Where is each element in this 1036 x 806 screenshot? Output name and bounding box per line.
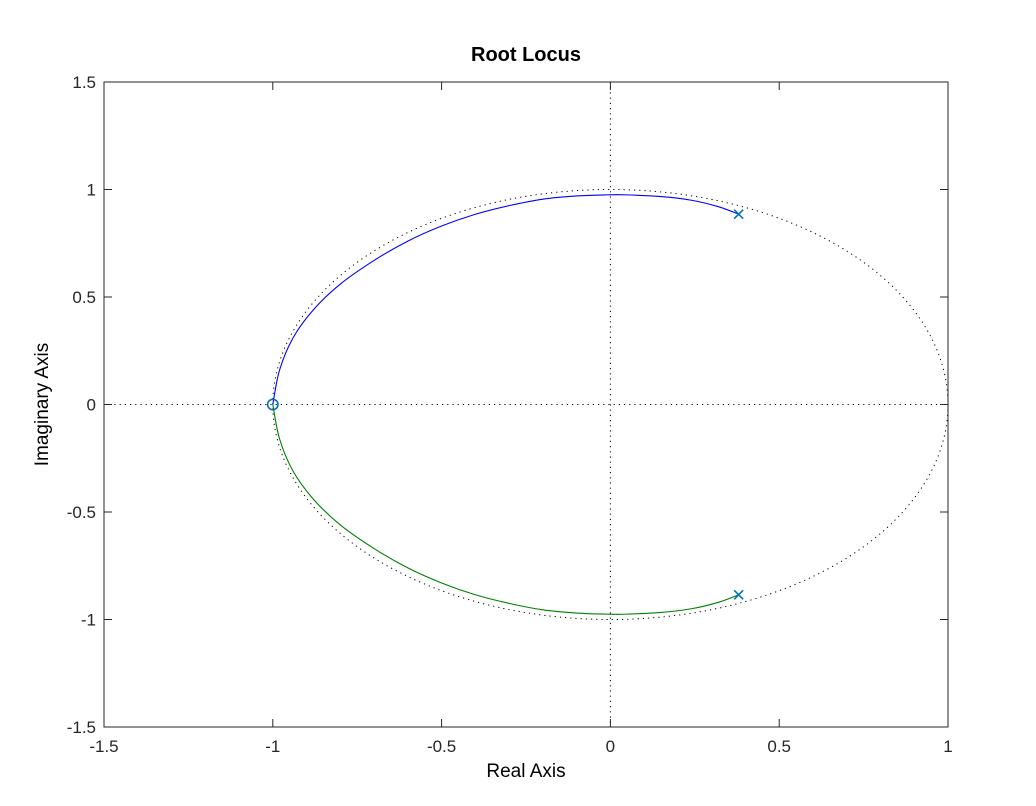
- pole-marker-stroke: [733, 209, 744, 220]
- x-tick-label: -1.5: [89, 737, 118, 756]
- locus-branch-lower: [272, 404, 739, 615]
- x-tick-label: 1: [943, 737, 952, 756]
- y-tick-label: 1: [87, 181, 96, 200]
- x-axis-label: Real Axis: [486, 761, 565, 782]
- x-tick-label: 0: [606, 737, 615, 756]
- y-tick-label: -0.5: [67, 503, 96, 522]
- x-tick-label: -1: [265, 737, 280, 756]
- x-tick-label: 0.5: [767, 737, 791, 756]
- locus-branches: [272, 194, 739, 615]
- y-axis-label: Imaginary Axis: [32, 343, 53, 467]
- reference-lines: [104, 82, 949, 727]
- pole-marker: [733, 209, 744, 220]
- x-tick-label: -0.5: [427, 737, 456, 756]
- locus-branch-upper: [272, 194, 739, 405]
- y-tick-label: -1: [81, 611, 96, 630]
- zero-marker: [266, 398, 279, 411]
- y-tick-label: 0: [87, 396, 96, 415]
- pole-marker: [733, 589, 744, 600]
- axis-ticks: -1.5 -1 -0.5 0 0.5 1 -1.5 -1 -0.5 0 0.5 1 1.5: [67, 73, 953, 756]
- y-tick-label: 1.5: [72, 73, 96, 92]
- pole-zero-markers: [266, 209, 744, 600]
- y-tick-label: 0.5: [72, 288, 96, 307]
- pole-marker-stroke: [733, 589, 744, 600]
- y-tick-label: -1.5: [67, 718, 96, 737]
- chart-title: Root Locus: [471, 44, 581, 66]
